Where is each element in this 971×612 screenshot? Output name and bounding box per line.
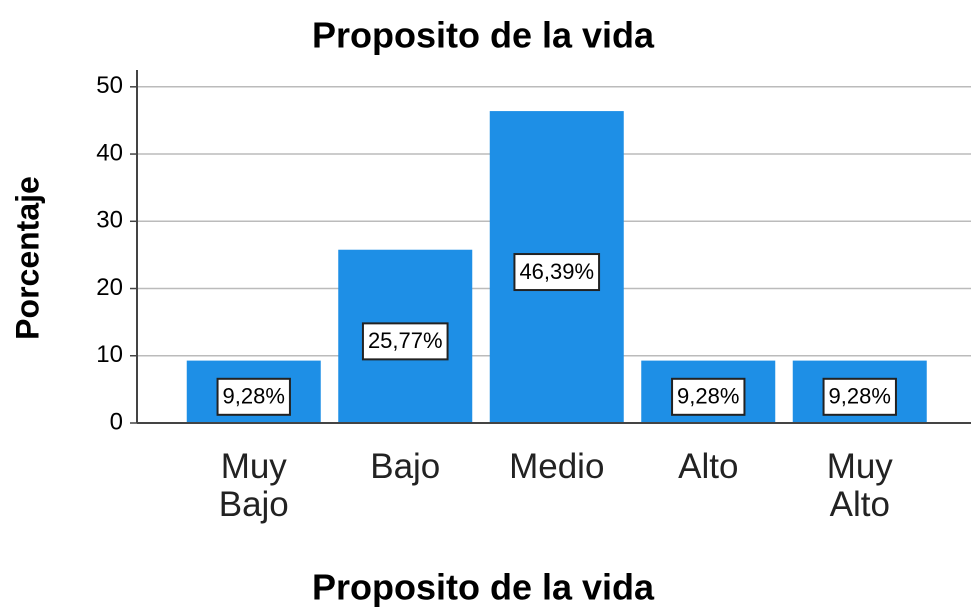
value-label-box xyxy=(513,253,601,292)
y-tick-label: 30 xyxy=(96,207,123,234)
y-tick-label: 10 xyxy=(96,341,123,368)
y-tick-label: 0 xyxy=(110,408,123,435)
y-tick-label: 40 xyxy=(96,139,123,166)
value-label: 9,28% xyxy=(677,384,739,409)
y-axis-title: Porcentaje xyxy=(9,176,45,340)
x-tick-label: Bajo xyxy=(370,447,441,486)
x-tick-label: Alto xyxy=(678,447,739,486)
x-tick-label: Muy Alto xyxy=(826,447,893,524)
value-label: 9,28% xyxy=(829,384,891,409)
y-tick-label: 20 xyxy=(96,274,123,301)
value-label: 25,77% xyxy=(368,328,443,353)
value-label-box xyxy=(822,377,897,416)
value-label: 9,28% xyxy=(223,384,285,409)
value-label-box xyxy=(671,377,746,416)
x-tick-label: Muy Bajo xyxy=(218,447,289,524)
value-label: 46,39% xyxy=(519,259,594,284)
value-label-box xyxy=(361,322,449,361)
x-axis-title: Proposito de la vida xyxy=(312,567,655,608)
x-tick-label: Medio xyxy=(509,447,605,486)
value-label-box xyxy=(216,377,291,416)
y-tick-label: 50 xyxy=(96,72,123,99)
chart-title: Proposito de la vida xyxy=(312,15,655,56)
